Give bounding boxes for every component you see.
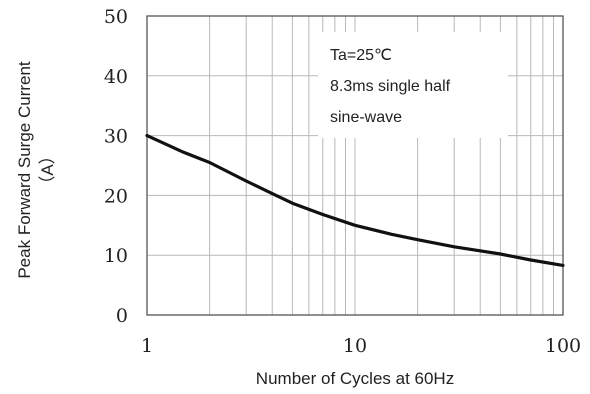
y-axis-unit: （A） [38, 147, 57, 192]
x-tick-label: 1 [141, 335, 153, 357]
x-tick-label: 100 [545, 335, 581, 357]
x-tick-label: 10 [343, 335, 367, 357]
y-tick-label: 10 [104, 245, 128, 267]
x-axis-label: Number of Cycles at 60Hz [256, 369, 454, 388]
y-tick-labels: 0 10 20 30 40 50 [104, 6, 128, 327]
annotation-background [318, 32, 508, 138]
annotation-block: Ta=25℃ 8.3ms single half sine-wave [318, 32, 508, 138]
annotation-temperature: Ta=25℃ [330, 47, 392, 64]
y-axis-label-group: Peak Forward Surge Current （A） [15, 61, 57, 279]
y-tick-label: 50 [104, 6, 128, 28]
plot-frame [146, 15, 564, 316]
y-tick-label: 0 [116, 305, 128, 327]
annotation-waveform: 8.3ms single half [330, 78, 451, 95]
y-tick-label: 30 [104, 126, 128, 148]
y-tick-label: 20 [104, 185, 128, 207]
annotation-waveform-cont: sine-wave [330, 109, 402, 126]
y-tick-label: 40 [104, 66, 128, 88]
y-axis-label: Peak Forward Surge Current [15, 61, 34, 279]
series-line [145, 134, 565, 267]
x-tick-labels: 1 10 100 [141, 335, 581, 357]
